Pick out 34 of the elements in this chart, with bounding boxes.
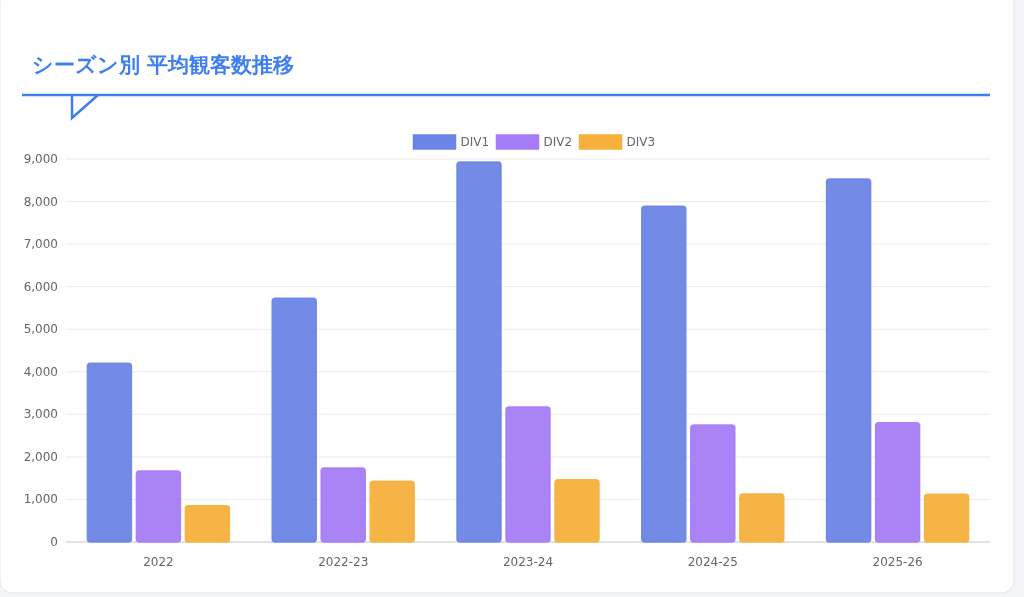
y-tick-label: 1,000 xyxy=(23,492,58,507)
bar xyxy=(369,480,415,543)
bar xyxy=(874,422,921,543)
bar xyxy=(456,161,502,543)
y-tick-label: 2,000 xyxy=(23,449,58,464)
bar xyxy=(923,493,970,543)
y-tick-label: 6,000 xyxy=(23,279,58,294)
bar xyxy=(739,493,785,543)
x-tick-label: 2025-26 xyxy=(872,555,923,569)
bar xyxy=(641,205,687,543)
x-tick-label: 2022-23 xyxy=(318,555,369,569)
bar xyxy=(184,505,231,543)
bar xyxy=(554,479,600,543)
y-tick-label: 8,000 xyxy=(23,194,58,209)
bar xyxy=(505,406,551,543)
x-tick-label: 2024-25 xyxy=(687,555,738,569)
y-tick-label: 0 xyxy=(50,535,58,549)
bar xyxy=(690,424,736,543)
y-tick-label: 3,000 xyxy=(23,407,58,422)
legend-label: DIV1 xyxy=(460,135,490,149)
bar xyxy=(320,467,366,543)
y-tick-label: 4,000 xyxy=(23,364,58,379)
y-tick-label: 7,000 xyxy=(23,237,58,252)
y-tick-label: 9,000 xyxy=(23,152,58,166)
bar xyxy=(825,178,872,543)
chart-title: シーズン別 平均観客数推移 xyxy=(32,53,295,77)
bar xyxy=(86,362,133,543)
legend-label: DIV2 xyxy=(543,135,573,149)
bar xyxy=(135,470,182,543)
y-tick-label: 5,000 xyxy=(23,322,58,337)
bar xyxy=(271,297,317,543)
x-tick-label: 2023-24 xyxy=(502,555,554,569)
legend-label: DIV3 xyxy=(626,135,656,149)
x-tick-label: 2022 xyxy=(143,555,174,569)
